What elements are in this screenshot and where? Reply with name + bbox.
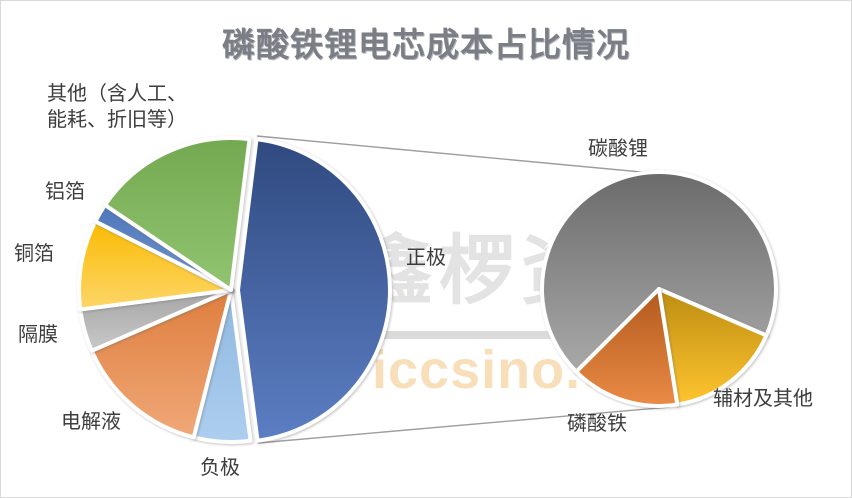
slice-label-anode: 负极	[200, 457, 240, 479]
slice-label-separator: 隔膜	[18, 324, 58, 346]
slice-label-lithium-carbonate: 碳酸锂	[588, 138, 648, 160]
pie-slice-main-0	[236, 137, 392, 443]
slice-label-electrolyte: 电解液	[61, 411, 121, 433]
slice-label-copper-foil: 铜箔	[14, 243, 54, 265]
main-pie	[77, 136, 392, 444]
connector-line-top	[256, 135, 653, 174]
slice-label-iron-phosphate: 磷酸铁	[567, 413, 627, 435]
chart-title: 磷酸铁锂电芯成本占比情况	[222, 28, 630, 64]
watermark-bar	[375, 331, 577, 339]
slice-label-auxiliary-materials: 辅材及其他	[713, 388, 813, 410]
connector-line-bottom	[257, 406, 671, 444]
pie-slice-main-2	[89, 288, 233, 440]
slice-label-other: 其他（含人工、能耗、折旧等）	[47, 83, 187, 131]
pie-slice-secondary-0	[540, 170, 778, 374]
pie-slice-main-6	[102, 136, 252, 292]
pie-slice-secondary-2	[574, 287, 680, 408]
pie-slice-secondary-1	[657, 287, 769, 407]
slice-label-cathode: 正极	[406, 247, 446, 269]
slice-label-aluminum-foil: 铝箔	[45, 181, 85, 203]
secondary-pie	[540, 170, 778, 408]
